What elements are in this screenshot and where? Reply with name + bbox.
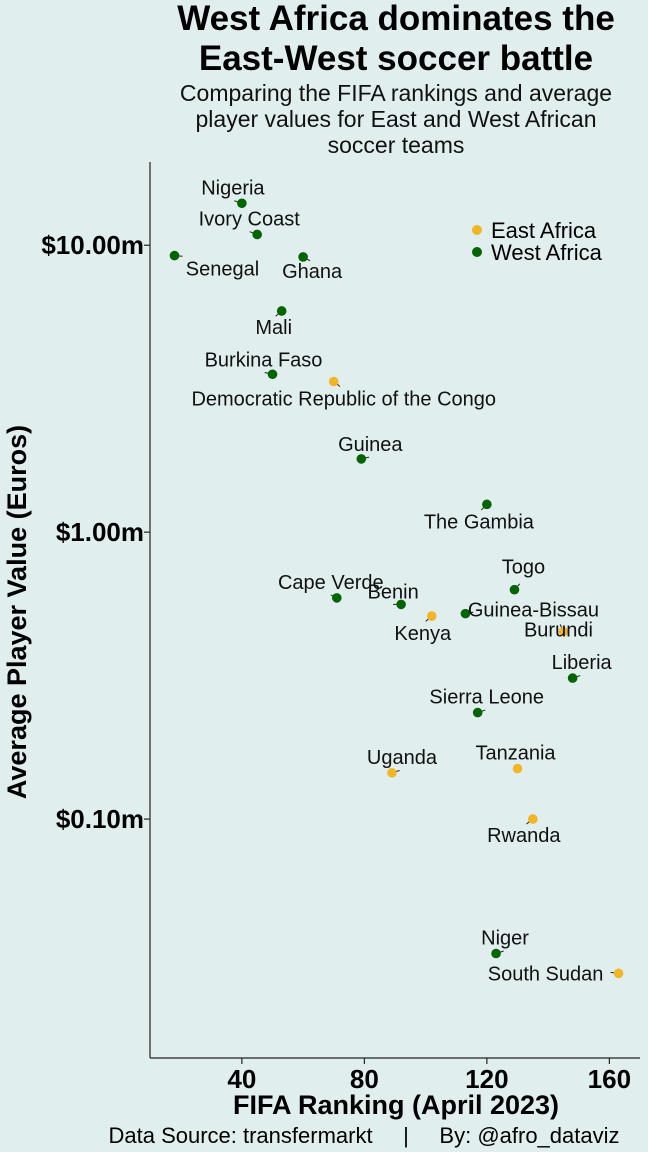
data-point xyxy=(567,673,578,683)
data-point-group: Tanzania xyxy=(475,743,556,774)
subtitle-line: Comparing the FIFA rankings and average xyxy=(180,80,612,106)
data-point-group: Mali xyxy=(255,306,292,339)
data-point-group: Cape Verde xyxy=(278,572,384,603)
data-point xyxy=(528,814,538,824)
data-point-group: Kenya xyxy=(394,611,452,645)
data-point-group: Togo xyxy=(502,557,545,595)
data-point-group: Burundi xyxy=(524,620,593,642)
data-point-group: Ghana xyxy=(282,252,343,283)
data-point-group: Guinea-Bissau xyxy=(460,600,599,622)
data-point-group: Nigeria xyxy=(201,177,265,209)
data-point-group: Sierra Leone xyxy=(429,687,544,718)
title-line: West Africa dominates the xyxy=(177,0,615,38)
data-point-label: Rwanda xyxy=(487,825,561,847)
y-axis-title: Average Player Value (Euros) xyxy=(2,425,32,799)
data-point-label: Democratic Republic of the Congo xyxy=(191,388,496,410)
data-point xyxy=(252,229,262,240)
data-point-group: Benin xyxy=(368,581,419,610)
data-point xyxy=(356,454,367,464)
data-point-group: South Sudan xyxy=(488,963,624,985)
data-point xyxy=(298,252,308,262)
data-point xyxy=(482,499,492,510)
data-point xyxy=(328,376,339,387)
data-point-label: Senegal xyxy=(186,259,259,281)
data-point-label: Tanzania xyxy=(475,743,556,765)
data-point-label: Niger xyxy=(481,928,529,950)
data-point-label: Sierra Leone xyxy=(429,687,544,709)
data-point xyxy=(276,306,287,316)
chart-subtitle: Comparing the FIFA rankings and averagep… xyxy=(180,80,612,158)
legend-swatch xyxy=(472,247,482,257)
data-point-label: Togo xyxy=(502,557,545,579)
legend-label: West Africa xyxy=(491,240,603,265)
data-point-group: Niger xyxy=(481,928,529,959)
data-point-group: Guinea xyxy=(338,434,403,464)
data-point xyxy=(237,198,247,209)
data-point-group: Rwanda xyxy=(487,814,561,847)
data-point xyxy=(267,369,278,380)
data-point-label: Guinea xyxy=(338,434,403,456)
data-point-group: Burkina Faso xyxy=(205,349,323,380)
x-axis-title: FIFA Ranking (April 2023) xyxy=(233,1090,559,1120)
data-point xyxy=(460,608,471,619)
data-point xyxy=(613,968,624,979)
data-point-group: Ivory Coast xyxy=(199,208,301,240)
data-point xyxy=(396,599,406,610)
y-tick-label: $1.00m xyxy=(56,517,144,547)
data-point-label: Ivory Coast xyxy=(199,208,301,230)
data-point-group: Democratic Republic of the Congo xyxy=(191,376,496,410)
x-tick-label: 40 xyxy=(227,1064,256,1094)
subtitle-line: soccer teams xyxy=(328,132,465,158)
legend-label: East Africa xyxy=(491,218,597,243)
axes: 40 80 120 160 $10.00m $1.00m $0.10m FIFA Rankin… xyxy=(2,162,640,1120)
data-points: Democratic Republic of the Congo Kenya Bur… xyxy=(169,177,624,985)
data-point-label: Ghana xyxy=(282,261,343,283)
data-point xyxy=(558,626,569,637)
x-tick-label: 120 xyxy=(465,1064,508,1094)
data-point-group: The Gambia xyxy=(424,499,535,533)
data-point xyxy=(509,584,520,595)
data-point xyxy=(387,767,397,778)
y-tick-label: $10.00m xyxy=(41,230,144,260)
data-source-caption: Data Source: transfermarkt | By: @afro_d… xyxy=(108,1123,619,1148)
data-point xyxy=(491,948,501,959)
data-point-group: Uganda xyxy=(367,747,438,778)
data-point-group: Senegal xyxy=(169,250,259,281)
x-tick-label: 160 xyxy=(588,1064,631,1094)
data-point xyxy=(426,611,437,621)
data-point-label: Mali xyxy=(255,317,292,339)
data-point xyxy=(472,707,483,718)
subtitle-line: player values for East and West African xyxy=(196,106,597,132)
data-point-label: Guinea-Bissau xyxy=(468,600,599,622)
data-point-label: Cape Verde xyxy=(278,572,384,594)
data-point xyxy=(169,250,180,261)
y-tick-label: $0.10m xyxy=(56,804,144,834)
title-line: East-West soccer battle xyxy=(199,39,593,78)
data-point-group: Liberia xyxy=(552,652,613,683)
data-point-label: Uganda xyxy=(367,747,438,769)
data-point-label: The Gambia xyxy=(424,511,535,533)
data-point-label: Nigeria xyxy=(201,177,265,199)
data-point xyxy=(332,593,342,603)
x-tick-label: 80 xyxy=(350,1064,379,1094)
data-point-label: Kenya xyxy=(394,623,452,645)
data-point-label: Liberia xyxy=(552,652,613,674)
data-point-label: Burundi xyxy=(524,620,593,642)
data-point-label: Benin xyxy=(368,581,419,603)
data-point xyxy=(512,763,523,774)
data-point-label: South Sudan xyxy=(488,963,604,985)
data-point-label: Burkina Faso xyxy=(205,349,323,371)
legend-swatch xyxy=(472,225,482,235)
